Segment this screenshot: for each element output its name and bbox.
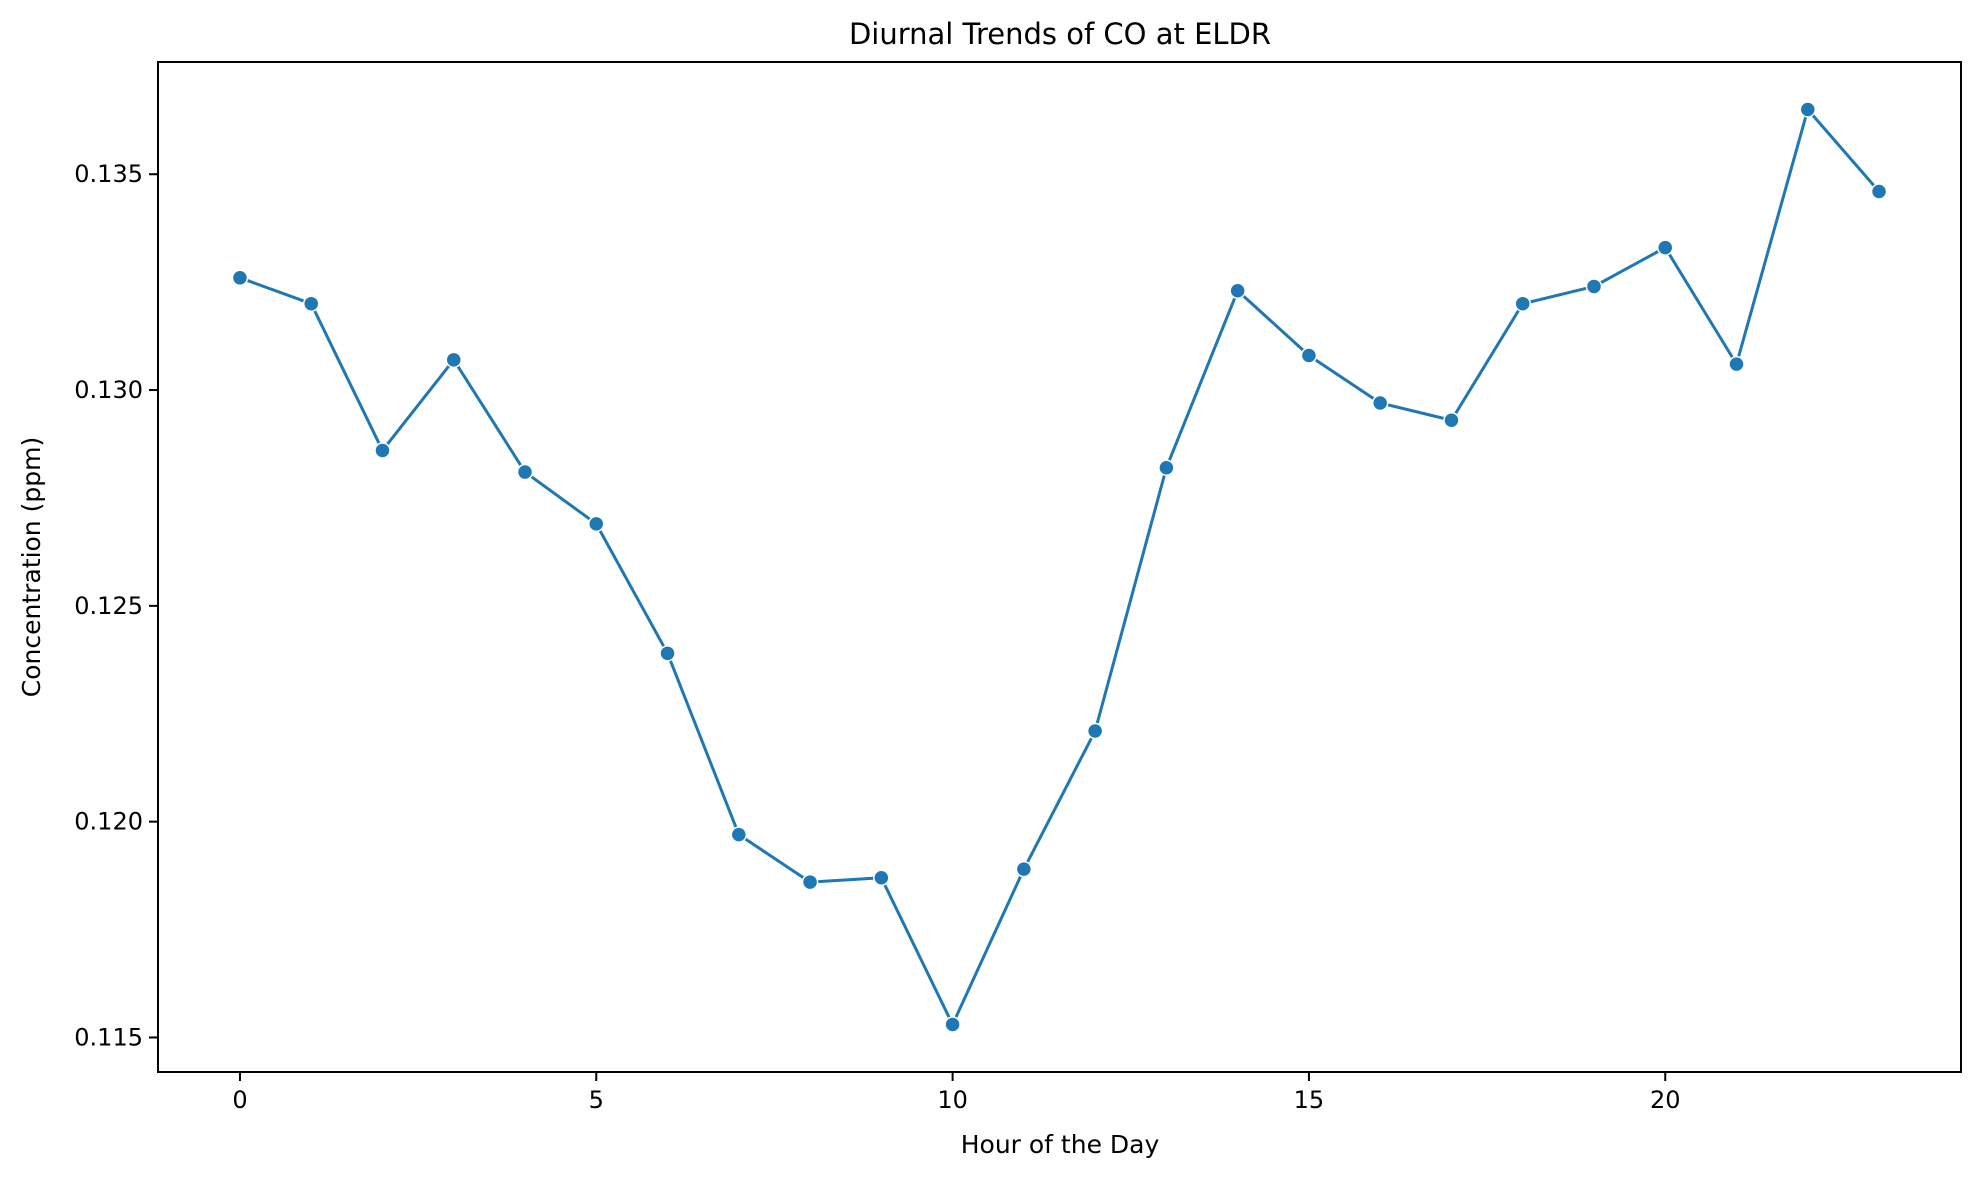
data-point: [1870, 183, 1888, 200]
data-point: [1015, 860, 1033, 878]
data-point: [730, 826, 748, 843]
plot-frame: [157, 61, 1962, 1073]
data-point: [873, 869, 890, 887]
data-point: [1514, 295, 1531, 312]
data-point: [1585, 278, 1603, 295]
series-line: [239, 107, 1881, 1027]
y-tick-label: 0.125: [74, 592, 143, 620]
data-point: [1158, 459, 1175, 476]
data-point: [1657, 239, 1674, 256]
data-point: [302, 295, 320, 312]
data-point: [801, 873, 819, 891]
x-tick-label: 10: [937, 1086, 968, 1114]
data-point: [1229, 282, 1246, 300]
plot-area: [231, 101, 1888, 1033]
y-axis-label: Concentration (ppm): [17, 437, 46, 697]
data-point: [944, 1016, 961, 1033]
y-axis: 0.115 0.120 0.125 0.130 0.135: [74, 160, 158, 1051]
x-axis: 0 5 10 15 20: [232, 1072, 1681, 1114]
x-tick-label: 15: [1294, 1086, 1325, 1114]
x-tick-label: 5: [589, 1086, 604, 1114]
chart-title: Diurnal Trends of CO at ELDR: [849, 17, 1271, 51]
x-tick-label: 20: [1650, 1086, 1681, 1114]
y-tick-label: 0.120: [74, 808, 143, 836]
data-point: [445, 351, 462, 369]
data-point: [1443, 411, 1460, 429]
x-tick-label: 0: [232, 1086, 247, 1114]
data-point: [1300, 347, 1318, 364]
y-tick-label: 0.115: [74, 1023, 143, 1051]
data-point: [588, 515, 605, 533]
data-point: [1371, 394, 1389, 412]
data-point: [1728, 355, 1745, 373]
x-axis-label: Hour of the Day: [961, 1130, 1160, 1159]
data-point: [1799, 101, 1817, 118]
data-point: [516, 463, 534, 481]
data-point: [659, 645, 676, 662]
data-point: [1086, 722, 1104, 740]
data-point: [374, 442, 391, 459]
y-tick-label: 0.130: [74, 376, 143, 404]
data-point: [231, 269, 249, 287]
y-tick-label: 0.135: [74, 160, 143, 188]
